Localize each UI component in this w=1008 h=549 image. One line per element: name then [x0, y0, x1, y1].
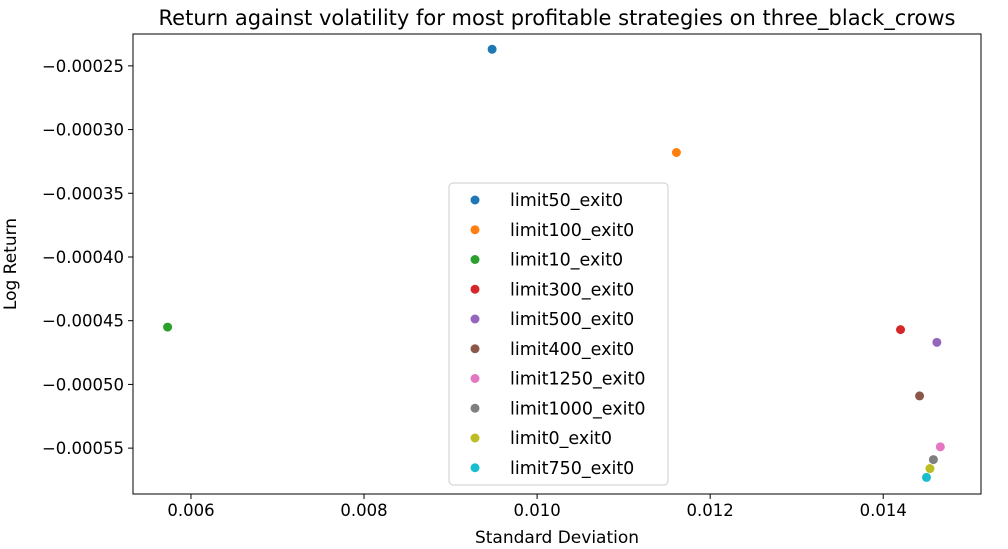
x-tick-label: 0.012	[687, 501, 734, 520]
point-limit400_exit0	[915, 391, 925, 401]
legend-label: limit0_exit0	[510, 429, 612, 449]
point-limit1000_exit0	[928, 455, 938, 465]
y-tick-label: −0.00025	[42, 57, 124, 76]
legend-box	[448, 182, 669, 486]
x-axis-label: Standard Deviation	[475, 528, 639, 548]
legend-marker-limit300_exit0	[470, 284, 480, 294]
point-limit50_exit0	[487, 44, 497, 54]
point-limit300_exit0	[896, 325, 906, 335]
legend-label: limit1250_exit0	[510, 370, 645, 390]
x-tick-label: 0.010	[513, 501, 560, 520]
y-tick-label: −0.00030	[42, 121, 124, 140]
point-limit10_exit0	[163, 322, 173, 332]
legend-label: limit100_exit0	[510, 221, 634, 241]
point-limit1250_exit0	[935, 442, 945, 452]
point-limit500_exit0	[932, 337, 942, 347]
y-axis: −0.00025 −0.00030 −0.00035 −0.00040 −0.00045…	[42, 57, 133, 458]
legend-label: limit1000_exit0	[510, 399, 645, 419]
legend-label: limit400_exit0	[510, 340, 634, 360]
plot-area	[132, 33, 982, 495]
legend-marker-limit500_exit0	[470, 314, 480, 324]
x-tick-label: 0.014	[860, 501, 907, 520]
y-tick-label: −0.00055	[42, 439, 124, 458]
legend-label: limit500_exit0	[510, 310, 634, 330]
legend-marker-limit750_exit0	[470, 463, 480, 473]
y-tick-label: −0.00035	[42, 184, 124, 203]
legend-marker-limit400_exit0	[470, 344, 480, 354]
plot-frame	[132, 33, 982, 495]
data-points	[163, 44, 945, 482]
legend-marker-limit100_exit0	[470, 225, 480, 235]
x-tick-label: 0.006	[167, 501, 214, 520]
legend-marker-limit10_exit0	[470, 255, 480, 264]
legend-marker-limit50_exit0	[470, 195, 480, 205]
chart-title: Return against volatility for most profi…	[159, 6, 956, 31]
legend-marker-limit1250_exit0	[470, 374, 480, 383]
point-limit750_exit0	[921, 472, 931, 482]
x-tick-label: 0.008	[340, 501, 387, 520]
legend-label: limit50_exit0	[510, 191, 623, 211]
legend-label: limit750_exit0	[510, 459, 634, 479]
y-tick-label: −0.00040	[42, 248, 124, 267]
x-axis: 0.006 0.008 0.010 0.012 0.014	[167, 494, 907, 520]
y-tick-label: −0.00050	[42, 375, 124, 394]
legend-label: limit10_exit0	[510, 251, 623, 271]
y-tick-label: −0.00045	[42, 312, 124, 331]
legend-marker-limit1000_exit0	[470, 403, 480, 413]
y-axis-label: Log Return	[1, 218, 21, 310]
point-limit0_exit0	[925, 464, 935, 474]
legend-label: limit300_exit0	[510, 280, 634, 300]
legend: limit50_exit0 limit100_exit0 limit10_exit0…	[448, 182, 669, 486]
point-limit100_exit0	[671, 148, 681, 158]
legend-marker-limit0_exit0	[470, 433, 480, 443]
